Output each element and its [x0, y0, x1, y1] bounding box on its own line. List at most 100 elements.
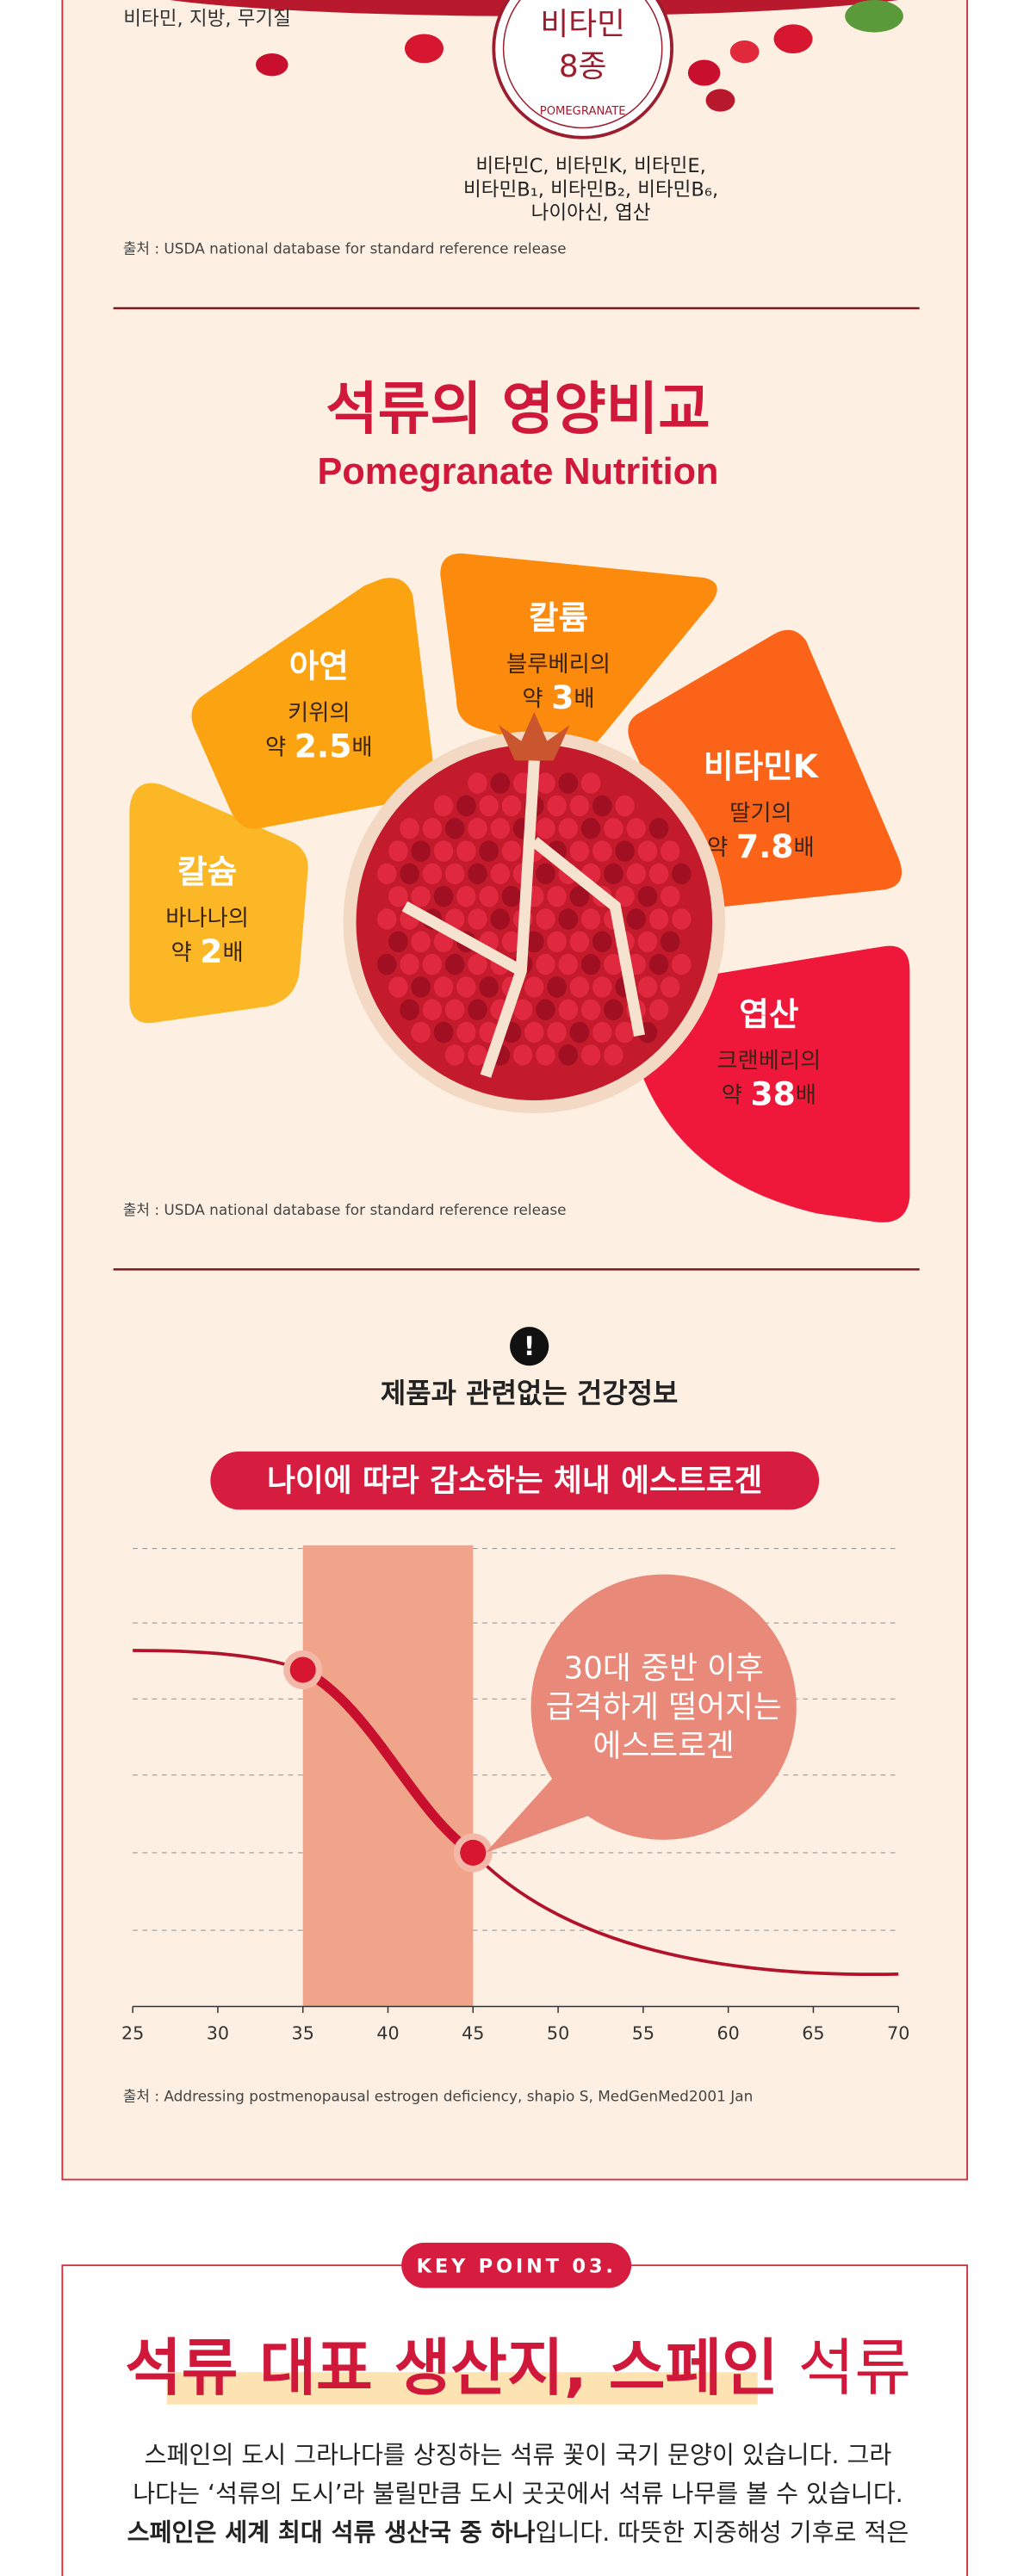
seed — [388, 931, 408, 953]
seed — [524, 1021, 544, 1043]
compare-text: 바나나의 — [165, 906, 249, 932]
seed — [388, 976, 408, 998]
seed — [615, 885, 635, 907]
seed — [444, 999, 465, 1020]
seed — [604, 863, 623, 885]
seed — [400, 863, 419, 885]
seed — [569, 1021, 590, 1043]
seed — [569, 976, 590, 998]
prefix: 약 — [171, 939, 192, 965]
key-title-light: 석류 — [798, 2332, 911, 2404]
seed — [433, 976, 454, 998]
seed — [468, 999, 487, 1020]
badge-caption: POMEGRANATE — [540, 105, 626, 118]
seed — [536, 953, 555, 975]
seed — [490, 908, 511, 930]
bold-text: 스페인은 세계 최대 석류 생산국 중 하나 — [127, 2518, 536, 2547]
text: 나다는 ‘석류의 도시’라 불릴만큼 도시 곳곳에서 석류 나무를 볼 수 있습… — [133, 2480, 903, 2508]
seed — [422, 863, 443, 885]
seed — [604, 999, 623, 1020]
seed — [604, 953, 623, 975]
nutrient-name: 칼륨 — [529, 598, 588, 636]
seed — [604, 818, 623, 839]
seed — [411, 1021, 431, 1043]
text: 입니다. 따뜻한 지중해성 기후로 적은 — [536, 2518, 909, 2547]
seed — [468, 772, 487, 794]
seed — [456, 976, 476, 998]
seed — [648, 999, 669, 1020]
source-note: 출처 : USDA national database for standard… — [123, 239, 567, 257]
seed — [672, 908, 692, 930]
seed — [456, 840, 476, 862]
petal — [635, 945, 910, 1223]
seed — [536, 908, 555, 930]
seed — [501, 795, 522, 817]
seed — [444, 1044, 465, 1066]
seed — [637, 840, 658, 862]
multiple-line: 약 3배 — [522, 678, 594, 715]
multiple: 2 — [200, 932, 222, 969]
seed — [592, 840, 612, 862]
suffix: 배 — [796, 1082, 816, 1108]
seed — [479, 840, 499, 862]
bubble-line: 에스트로겐 — [593, 1729, 735, 1764]
source-note: 출처 : Addressing postmenopausal estrogen … — [123, 2088, 753, 2105]
notice: 제품과 관련없는 건강정보 — [381, 1377, 678, 1409]
seed — [388, 840, 408, 862]
compare-text: 크랜베리의 — [717, 1048, 821, 1074]
seed — [490, 818, 511, 839]
multiple-line: 약 2배 — [171, 932, 244, 969]
seed — [501, 840, 522, 862]
top-illustration — [170, 0, 903, 139]
seed — [400, 999, 419, 1020]
x-tick-label: 45 — [462, 2022, 484, 2043]
seed — [569, 885, 590, 907]
curve — [471, 1851, 899, 1977]
seed — [536, 1044, 555, 1066]
seed — [536, 863, 555, 885]
seed — [422, 999, 443, 1020]
suffix: 배 — [794, 834, 815, 860]
seed — [558, 908, 579, 930]
seed — [558, 1044, 579, 1066]
seed — [376, 863, 397, 885]
seed — [468, 1044, 487, 1066]
seed — [580, 772, 601, 794]
seed — [592, 976, 612, 998]
seed — [422, 818, 443, 839]
petal — [129, 783, 308, 1024]
seed — [648, 818, 669, 839]
multiple: 7.8 — [736, 827, 794, 864]
x-tick-label: 60 — [717, 2022, 740, 2043]
petal — [440, 553, 717, 755]
seed — [580, 1044, 601, 1066]
source-note: 출처 : USDA national database for standard… — [123, 1201, 567, 1218]
seed — [468, 818, 487, 839]
prefix: 약 — [265, 734, 286, 760]
seed — [558, 818, 579, 839]
seed — [433, 795, 454, 817]
petal — [191, 578, 435, 829]
compare-text: 딸기의 — [729, 801, 792, 827]
seed — [648, 908, 669, 930]
multiple: 38 — [750, 1074, 795, 1112]
seed — [536, 772, 555, 794]
seed — [615, 1021, 635, 1043]
seed — [637, 976, 658, 998]
seed — [444, 908, 465, 930]
paragraph-line: 나다는 ‘석류의 도시’라 불릴만큼 도시 곳곳에서 석류 나무를 볼 수 있습… — [133, 2480, 903, 2508]
seed — [536, 818, 555, 839]
multiple-line: 약 7.8배 — [707, 827, 815, 864]
seed — [569, 840, 590, 862]
seed — [660, 840, 680, 862]
seed — [388, 885, 408, 907]
seed — [672, 863, 692, 885]
x-tick-label: 55 — [632, 2022, 654, 2043]
seed — [547, 795, 567, 817]
compare-text: 블루베리의 — [506, 652, 611, 678]
seed — [660, 885, 680, 907]
key-badge — [401, 2242, 632, 2288]
